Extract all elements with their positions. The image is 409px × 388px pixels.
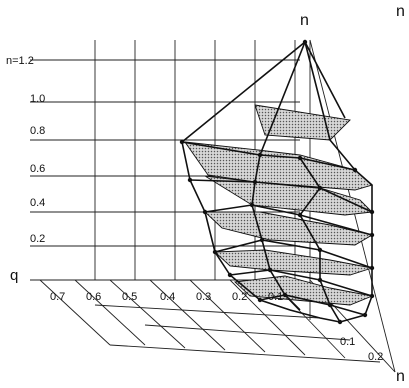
q-label-0-2: 0.2 <box>232 291 247 303</box>
floor-grid <box>39 39 396 373</box>
n-label-0-4: 0.4 <box>30 197 45 209</box>
n-label-0-8: 0.8 <box>30 125 45 137</box>
n-label-0-2: 0.2 <box>30 233 45 245</box>
q-label-0-5: 0.5 <box>122 291 137 303</box>
top-n-label: n <box>300 12 309 29</box>
n-axis-labels: n=1.2 1.0 0.8 0.6 0.4 0.2 <box>6 55 45 245</box>
p-label-0-1: 0.1 <box>340 336 355 348</box>
cross-sections <box>184 104 374 306</box>
q-label-0-4: 0.4 <box>160 291 175 303</box>
q-label-0-1: 0.1 <box>268 291 283 303</box>
q-label-0-7: 0.7 <box>50 291 65 303</box>
q-label-0-6: 0.6 <box>86 291 101 303</box>
n-label-0-6: 0.6 <box>30 163 45 175</box>
top-right-n-label: n <box>396 3 405 20</box>
q-axis-title: q <box>10 267 18 284</box>
n-label-1-2: n=1.2 <box>6 55 34 67</box>
p-axis-labels: 0.2 0.1 <box>340 336 383 363</box>
q-label-0-3: 0.3 <box>196 291 211 303</box>
bottom-right-n-label: n <box>396 368 405 383</box>
polytope-vertices <box>179 39 375 325</box>
p-label-0-2: 0.2 <box>368 351 383 363</box>
n-label-1-0: 1.0 <box>30 93 45 105</box>
q-axis-labels: 0.7 0.6 0.5 0.4 0.3 0.2 0.1 <box>50 291 283 303</box>
